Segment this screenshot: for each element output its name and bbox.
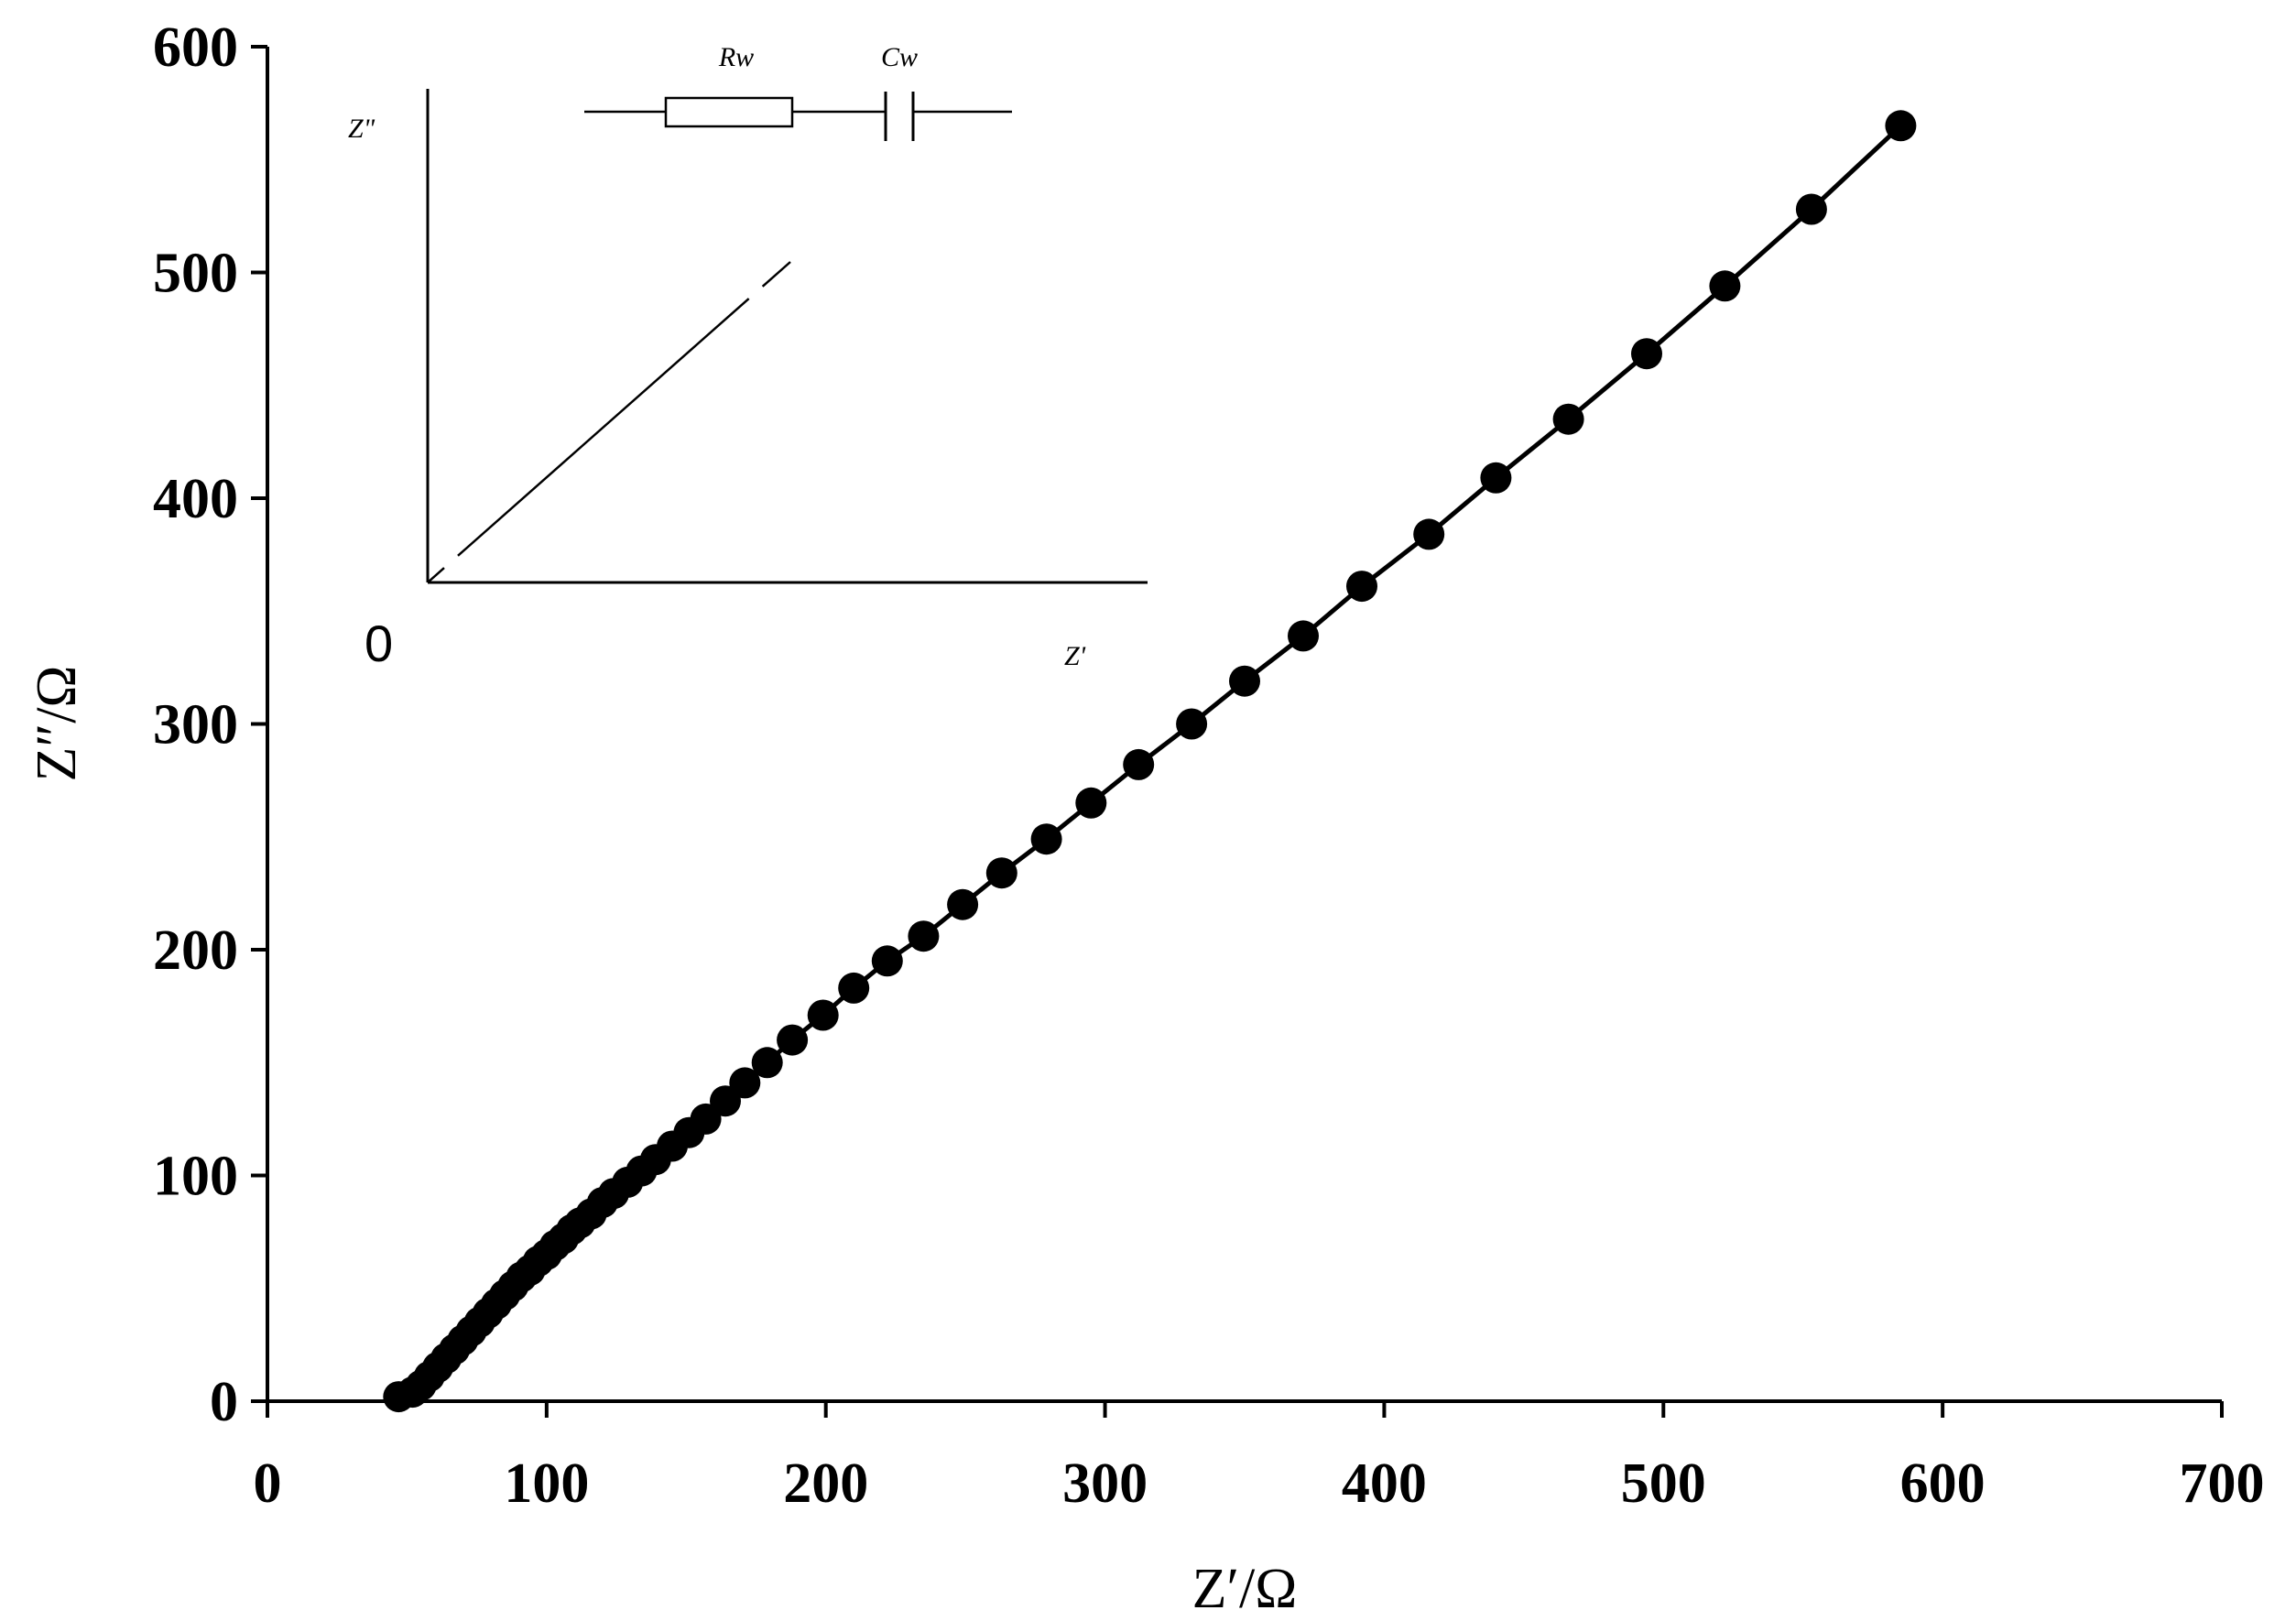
x-tick-label: 600 (1900, 1452, 1986, 1515)
data-point (1709, 270, 1741, 302)
data-point (1176, 708, 1208, 740)
data-point (1030, 823, 1062, 855)
data-point (985, 857, 1017, 889)
data-point (1288, 620, 1319, 652)
data-point (777, 1024, 809, 1056)
data-point (1123, 748, 1155, 780)
plot-area (383, 110, 1917, 1413)
data-point (807, 999, 839, 1031)
y-tick-label: 300 (153, 694, 238, 756)
capacitor-label: Cw (881, 42, 918, 72)
inset-y-label: Z" (348, 114, 375, 144)
data-point (838, 972, 870, 1004)
data-point (729, 1067, 761, 1099)
y-tick-label: 500 (153, 243, 238, 305)
x-tick-label: 300 (1062, 1452, 1148, 1515)
x-tick-label: 0 (254, 1452, 282, 1515)
inset-origin-label: 0 (365, 615, 393, 672)
y-tick-label: 600 (153, 16, 238, 79)
data-point (1631, 338, 1662, 370)
inset-schematic: Rw Cw Z" Z' 0 (348, 42, 1148, 672)
y-tick-label: 200 (153, 919, 238, 982)
y-tick-label: 0 (210, 1371, 238, 1433)
x-tick-label: 200 (783, 1452, 868, 1515)
data-point (908, 920, 940, 952)
resistor-rw-symbol (664, 96, 794, 128)
data-point (690, 1103, 722, 1135)
data-point (751, 1047, 783, 1079)
inset-diagonal-line (427, 261, 791, 583)
y-tick-label: 100 (153, 1146, 238, 1208)
data-point (1885, 110, 1917, 142)
x-axis-title: Z′/Ω (1192, 1558, 1298, 1620)
x-tick-label: 100 (504, 1452, 589, 1515)
data-point (871, 945, 903, 977)
x-ticks: 0 100 200 300 400 500 600 700 (254, 1401, 2265, 1515)
data-point (710, 1085, 741, 1117)
y-ticks: 0 100 200 300 400 500 600 (153, 16, 267, 1433)
x-tick-label: 500 (1621, 1452, 1706, 1515)
x-tick-label: 700 (2180, 1452, 2265, 1515)
data-point (1795, 193, 1827, 225)
x-tick-label: 400 (1342, 1452, 1427, 1515)
data-point (1480, 462, 1512, 494)
data-point (947, 888, 979, 920)
inset-x-label: Z' (1064, 641, 1086, 671)
resistor-label: Rw (718, 42, 754, 72)
data-point (1229, 665, 1260, 697)
y-axis-title: Z″/Ω (26, 666, 88, 782)
data-point (1413, 518, 1445, 550)
data-point (1346, 571, 1377, 603)
data-point (1552, 403, 1584, 435)
y-tick-label: 400 (153, 468, 238, 530)
data-point (1075, 787, 1107, 819)
